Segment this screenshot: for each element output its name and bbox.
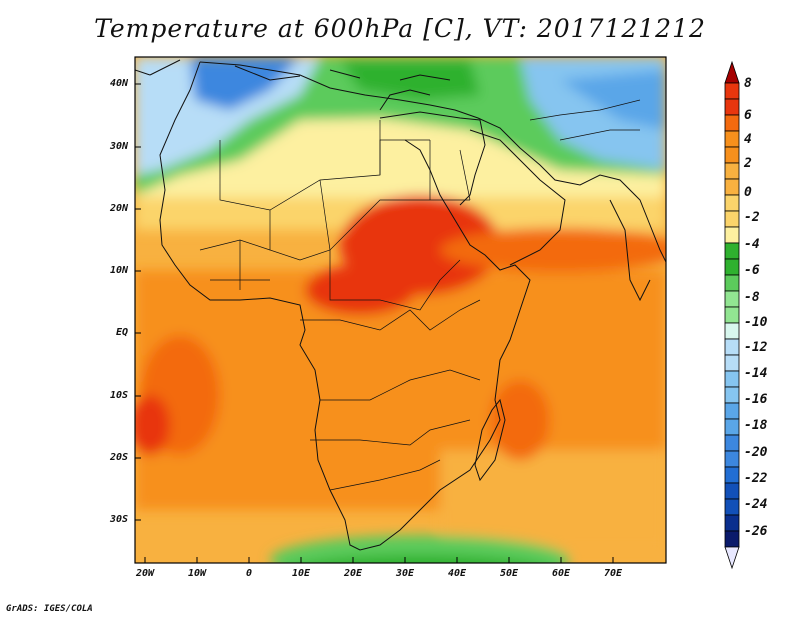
colorbar-label: -20 bbox=[744, 445, 768, 460]
colorbar-label: -4 bbox=[744, 237, 760, 252]
lon-label-0: 0 bbox=[245, 568, 253, 579]
colorbar-label: -8 bbox=[744, 290, 760, 305]
colorbar-label: 8 bbox=[744, 76, 752, 91]
lat-label-30n: 30N bbox=[109, 141, 128, 152]
lon-label-20w: 20W bbox=[135, 568, 155, 579]
lon-label-70e: 70E bbox=[603, 568, 623, 579]
colorbar-label: -14 bbox=[744, 366, 768, 381]
lat-label-20s: 20S bbox=[109, 452, 128, 463]
coastlines bbox=[135, 59, 666, 551]
colorbar-label: 4 bbox=[744, 132, 752, 147]
colorbar-label: -22 bbox=[744, 471, 768, 486]
colorbar-label: -26 bbox=[744, 524, 768, 539]
colorbar-label: 2 bbox=[744, 156, 752, 171]
lat-label-20n: 20N bbox=[109, 203, 128, 214]
lon-label-20e: 20E bbox=[343, 568, 363, 579]
colorbar-bottom-arrow bbox=[724, 546, 740, 570]
lon-label-10w: 10W bbox=[187, 568, 207, 579]
credit-text: GrADS: IGES/COLA bbox=[6, 604, 93, 614]
colorbar-label: -2 bbox=[744, 210, 760, 225]
lat-label-10n: 10N bbox=[109, 265, 128, 276]
lat-label-30s: 30S bbox=[109, 514, 128, 525]
chart-title: Temperature at 600hPa [C], VT: 201712121… bbox=[94, 14, 706, 43]
colorbar-label: -6 bbox=[744, 263, 760, 278]
colorbar-label: -10 bbox=[744, 315, 768, 330]
temperature-field bbox=[135, 57, 666, 563]
colorbar bbox=[724, 60, 740, 570]
lat-label-40n: 40N bbox=[109, 78, 128, 89]
lon-label-50e: 50E bbox=[499, 568, 519, 579]
lat-label-eq: EQ bbox=[115, 327, 128, 338]
colorbar-top-arrow bbox=[724, 60, 740, 84]
lon-label-60e: 60E bbox=[551, 568, 571, 579]
country-borders bbox=[199, 99, 641, 491]
colorbar-label: 6 bbox=[744, 108, 752, 123]
colorbar-label: -24 bbox=[744, 497, 768, 512]
colorbar-label: -16 bbox=[744, 392, 768, 407]
lon-label-30e: 30E bbox=[395, 568, 415, 579]
lon-label-40e: 40E bbox=[447, 568, 467, 579]
lat-label-10s: 10S bbox=[109, 390, 128, 401]
colorbar-label: -18 bbox=[744, 418, 768, 433]
lon-label-10e: 10E bbox=[291, 568, 311, 579]
colorbar-label: 0 bbox=[744, 185, 752, 200]
colorbar-label: -12 bbox=[744, 340, 768, 355]
axis-ticks bbox=[135, 83, 614, 563]
